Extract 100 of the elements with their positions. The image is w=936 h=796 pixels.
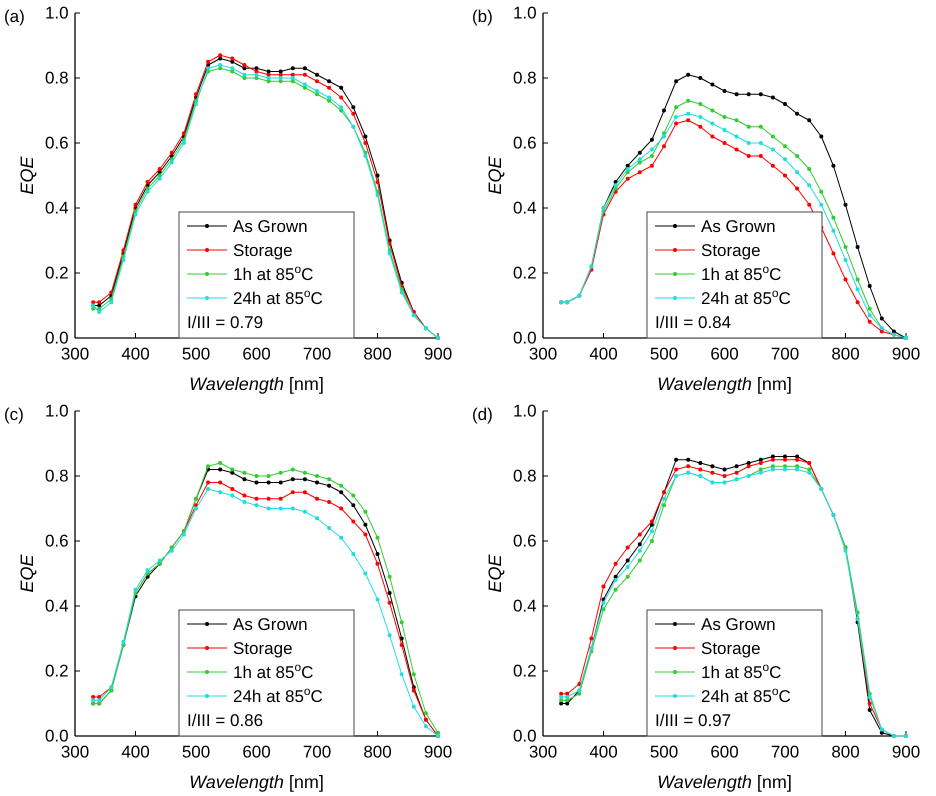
point	[242, 63, 246, 67]
point	[388, 600, 392, 605]
point	[278, 470, 283, 475]
y-tick-label: 0.0	[44, 726, 69, 746]
point	[892, 330, 896, 334]
legend-label: As Grown	[233, 217, 308, 236]
point	[266, 496, 271, 501]
point	[242, 500, 246, 504]
point	[734, 134, 739, 138]
point	[856, 278, 860, 282]
point	[722, 468, 726, 472]
y-tick-label: 0.0	[44, 328, 69, 348]
point	[266, 506, 271, 510]
point	[565, 695, 570, 699]
x-tick-label: 400	[121, 344, 150, 364]
point	[266, 72, 271, 77]
point	[650, 138, 654, 142]
point	[710, 464, 714, 468]
point	[146, 190, 150, 194]
point	[559, 702, 564, 706]
point	[218, 56, 222, 60]
point	[290, 506, 295, 510]
point	[242, 494, 246, 498]
point	[266, 79, 271, 84]
point	[614, 562, 618, 566]
point	[339, 96, 344, 100]
point	[559, 695, 564, 699]
point	[638, 532, 642, 536]
y-tick-label: 0.8	[512, 68, 537, 88]
point	[351, 503, 356, 508]
point	[254, 474, 258, 478]
point	[412, 688, 416, 692]
point	[807, 202, 812, 207]
point	[363, 522, 368, 527]
y-tick-label: 0.8	[44, 68, 69, 88]
point	[146, 180, 150, 184]
point	[315, 516, 319, 520]
point	[686, 98, 690, 103]
point	[302, 66, 307, 70]
y-tick-label: 0.8	[44, 466, 69, 486]
x-tick-label: 400	[589, 742, 618, 762]
point	[868, 320, 872, 324]
point	[844, 202, 848, 207]
legend-label: 1h at 85$^{o}$C	[701, 660, 782, 682]
y-tick-label: 0.2	[512, 661, 537, 680]
point	[363, 141, 368, 145]
point	[734, 92, 739, 96]
point	[746, 461, 751, 465]
point	[302, 86, 307, 90]
point	[734, 470, 739, 475]
point	[327, 526, 332, 530]
point	[230, 487, 234, 491]
point	[363, 134, 368, 138]
point	[868, 313, 872, 318]
point	[758, 141, 763, 145]
point	[327, 477, 332, 482]
chart-title: (b)	[472, 7, 493, 26]
point	[674, 105, 678, 110]
y-tick-label: 1.0	[512, 3, 537, 22]
point	[807, 118, 812, 122]
point	[266, 70, 271, 74]
point	[686, 72, 690, 77]
y-tick-label: 0.2	[44, 661, 69, 680]
point	[674, 122, 678, 126]
point	[91, 300, 96, 304]
point	[315, 496, 319, 501]
point	[770, 468, 775, 472]
point	[134, 588, 138, 592]
point	[844, 278, 848, 282]
point	[97, 300, 102, 304]
point	[831, 216, 836, 220]
point	[698, 461, 702, 465]
point	[242, 66, 246, 70]
point	[400, 620, 404, 624]
point	[626, 546, 630, 550]
point	[206, 66, 210, 70]
point	[351, 520, 356, 524]
point	[710, 470, 714, 475]
x-tick-label: 700	[302, 344, 332, 364]
point	[315, 480, 319, 484]
point	[698, 102, 702, 106]
point	[650, 529, 654, 534]
point	[650, 148, 654, 152]
point	[363, 154, 368, 158]
x-axis-title: Wavelength [nm]	[189, 374, 324, 394]
point	[376, 562, 380, 566]
point	[795, 464, 800, 468]
point	[674, 468, 678, 472]
point	[278, 76, 283, 80]
point	[351, 494, 356, 498]
point	[710, 82, 714, 86]
x-tick-label: 600	[242, 742, 271, 762]
point	[722, 128, 726, 132]
point	[170, 548, 174, 553]
y-tick-label: 0.6	[44, 531, 69, 550]
point	[266, 474, 271, 478]
y-axis-title: EQE	[485, 554, 505, 593]
point	[662, 144, 666, 148]
legend-label: As Grown	[701, 615, 776, 634]
point	[339, 105, 344, 110]
